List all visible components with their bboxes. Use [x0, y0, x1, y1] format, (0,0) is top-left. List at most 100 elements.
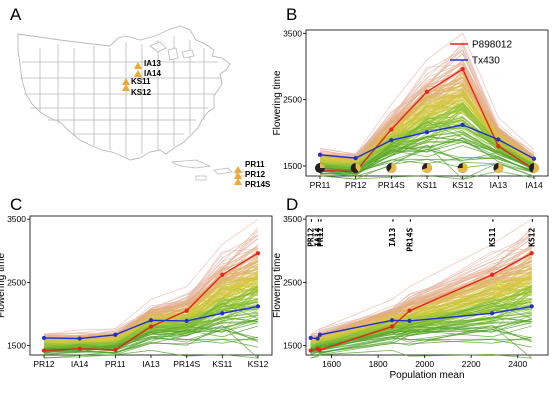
series-point-p898012 — [308, 348, 313, 353]
background-line — [310, 349, 532, 359]
site-marker-pr11 — [234, 166, 242, 173]
env-label-ks12: KS12 - — [528, 218, 537, 247]
series-point-tx430 — [315, 336, 320, 341]
daylength-icon-fill — [532, 163, 539, 173]
background-line — [310, 247, 532, 339]
site-marker-pr14s — [234, 178, 242, 185]
series-point-tx430 — [41, 335, 47, 341]
y-axis-label: Flowering time — [272, 70, 283, 135]
x-tick-label-pr14s: PR14S — [173, 359, 200, 369]
series-point-p898012 — [113, 347, 118, 353]
site-label-pr14s: PR14S — [245, 180, 271, 189]
series-point-p898012 — [220, 272, 225, 277]
y-tick-label: 2500 — [7, 277, 26, 287]
y-tick-label: 3500 — [283, 28, 302, 38]
y-tick-label: 1500 — [283, 161, 302, 171]
series-point-tx430 — [255, 304, 261, 309]
env-label-pr14s: PR14S - — [406, 218, 415, 252]
x-tick-label-ks12: KS12 — [452, 180, 473, 190]
y-tick-label: 1500 — [283, 341, 302, 351]
background-line — [43, 325, 259, 355]
great-lakes — [149, 41, 195, 61]
env-label-ia13: IA13 - — [388, 218, 397, 247]
series-point-tx430 — [531, 156, 537, 161]
series-point-p898012 — [41, 348, 47, 353]
x-axis-label: Population mean — [389, 370, 464, 381]
panel-c-chart: 1500 2500 3500 Flowering time PR12 IA14 PR11 IA… — [0, 214, 273, 369]
series-point-p898012 — [389, 324, 395, 329]
x-tick-label: 2000 — [415, 359, 434, 369]
series-point-tx430 — [460, 122, 465, 127]
panel-d-chart: 1500 2500 3500 Flowering time 1600 1800 2000 22… — [272, 214, 549, 381]
series-point-p898012 — [490, 272, 495, 277]
series-point-p898012 — [255, 251, 261, 256]
background-line — [310, 218, 532, 335]
series-point-tx430 — [317, 332, 323, 337]
background-line — [319, 145, 535, 177]
series-point-tx430 — [496, 137, 501, 142]
series-point-tx430 — [407, 318, 412, 323]
y-axis-label: Flowering time — [0, 253, 7, 318]
legend-label-p898012: P898012 — [472, 40, 512, 51]
panel-letter-b: B — [286, 5, 297, 24]
legend-label-tx430: Tx430 — [472, 56, 500, 67]
series-point-tx430 — [389, 138, 394, 143]
y-axis-label: Flowering time — [272, 253, 283, 318]
series-point-p898012 — [460, 67, 465, 72]
env-label-ks11: KS11 - — [488, 218, 497, 247]
series-point-p898012 — [529, 251, 534, 256]
x-tick-label: 1600 — [322, 359, 341, 369]
series-point-p898012 — [407, 308, 412, 313]
series-point-tx430 — [529, 304, 534, 309]
series-point-tx430 — [353, 155, 358, 161]
series-point-tx430 — [317, 152, 323, 157]
series-point-tx430 — [424, 130, 430, 135]
x-tick-label-ia14: IA14 — [525, 180, 543, 190]
site-label-ia13: IA13 — [144, 59, 161, 68]
site-label-pr12: PR12 — [245, 170, 266, 179]
series-point-tx430 — [220, 311, 225, 316]
map-labels: IA13 IA14 KS11 KS12 PR11 PR12 PR14S — [131, 59, 271, 189]
y-tick-label: 3500 — [283, 214, 302, 224]
x-tick-label-pr12: PR12 — [345, 180, 367, 190]
site-label-ia14: IA14 — [144, 69, 161, 78]
background-line — [310, 325, 532, 355]
panel-letter-c: C — [10, 195, 22, 214]
x-tick-label-ia14: IA14 — [71, 359, 89, 369]
background-line — [43, 218, 259, 335]
daylength-icon-fill — [422, 163, 432, 174]
site-label-ks11: KS11 — [131, 77, 151, 86]
series-point-p898012 — [424, 89, 430, 94]
site-label-ks12: KS12 — [131, 88, 152, 97]
series-point-p898012 — [77, 346, 82, 351]
env-label-pr11: PR11 - — [316, 218, 325, 247]
x-tick-label: 1800 — [369, 359, 388, 369]
y-tick-label: 2500 — [283, 277, 302, 287]
series-point-tx430 — [389, 318, 395, 323]
y-tick-label: 2500 — [283, 95, 302, 105]
state-borders — [20, 36, 222, 156]
series-point-tx430 — [308, 335, 313, 341]
y-tick-label: 1500 — [7, 341, 26, 351]
x-tick-label-pr11: PR11 — [310, 180, 331, 190]
site-marker-ks12 — [122, 84, 130, 91]
x-tick-label-pr12: PR12 — [33, 359, 55, 369]
daylength-icon-fill — [494, 163, 504, 173]
x-tick-label-ia13: IA13 — [490, 180, 508, 190]
site-marker-ia13 — [134, 62, 142, 69]
x-tick-label-pr11: PR11 — [105, 359, 126, 369]
x-tick-label-ks11: KS11 — [417, 180, 437, 190]
x-tick-label-ks11: KS11 — [212, 359, 232, 369]
site-label-pr11: PR11 — [245, 160, 265, 169]
series-point-tx430 — [113, 332, 118, 337]
x-tick-label: 2400 — [508, 359, 527, 369]
site-marker-ks11 — [122, 78, 130, 85]
map-markers — [122, 62, 242, 185]
caribbean-islands — [170, 159, 247, 181]
panel-letter-a: A — [10, 5, 22, 24]
north-america-landmass — [17, 25, 231, 161]
series-point-tx430 — [77, 336, 82, 341]
daylength-icon-fill — [355, 162, 361, 173]
daylength-icon-fill — [388, 163, 397, 173]
